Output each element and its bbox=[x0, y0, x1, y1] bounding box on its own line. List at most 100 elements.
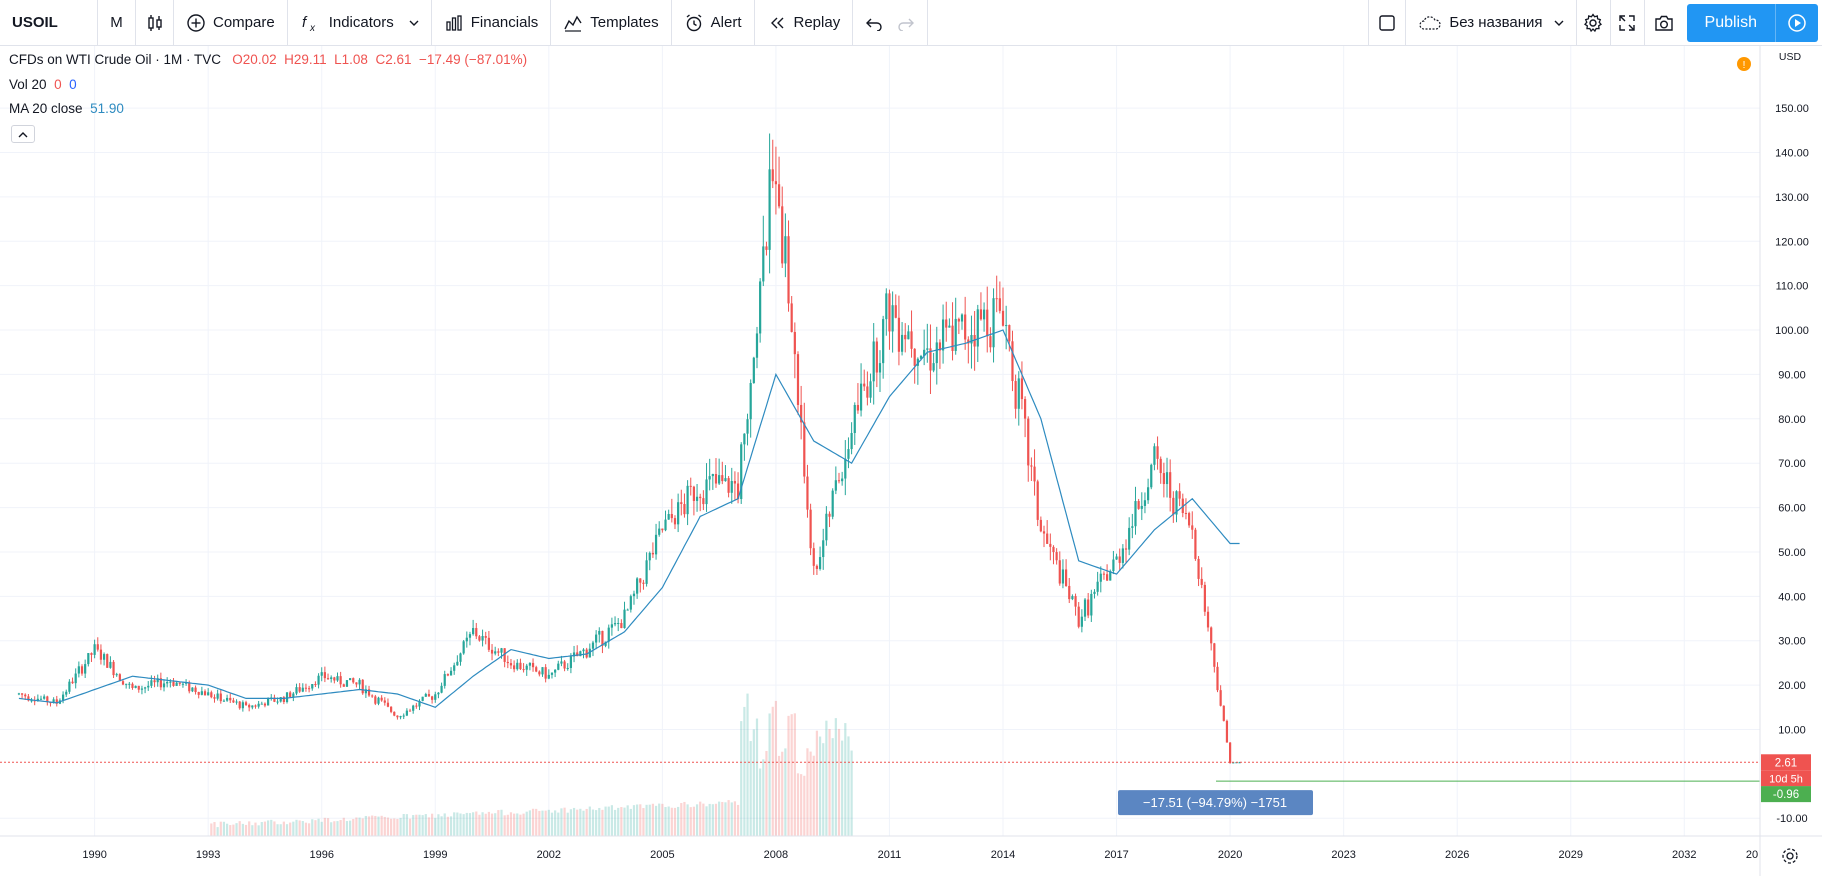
candle-body bbox=[528, 662, 531, 666]
volume-bar bbox=[260, 822, 263, 836]
volume-bar bbox=[595, 810, 598, 836]
candle-body bbox=[412, 705, 415, 711]
candle-body bbox=[1014, 381, 1017, 409]
ma-value: 51.90 bbox=[90, 101, 124, 116]
replay-label: Replay bbox=[793, 14, 841, 31]
camera-icon bbox=[1654, 14, 1674, 32]
undo-icon[interactable] bbox=[865, 15, 883, 31]
volume-bar bbox=[834, 718, 837, 836]
candle-body bbox=[248, 704, 251, 708]
legend-ma[interactable]: MA 20 close 51.90 bbox=[9, 101, 124, 116]
candle-body bbox=[1216, 666, 1219, 691]
volume-bar bbox=[733, 801, 737, 836]
templates-button[interactable]: Templates bbox=[551, 0, 672, 46]
snapshot-button[interactable] bbox=[1645, 0, 1683, 46]
candle-body bbox=[787, 236, 790, 304]
replay-button[interactable]: Replay bbox=[755, 0, 854, 46]
candle-body bbox=[90, 653, 93, 655]
candle-body bbox=[166, 682, 169, 684]
candle-body bbox=[828, 513, 831, 517]
settings-button[interactable] bbox=[1577, 0, 1611, 46]
candle-body bbox=[399, 716, 402, 718]
chart-type-button[interactable] bbox=[136, 0, 174, 46]
candle-body bbox=[273, 697, 276, 702]
layout-name-button[interactable]: Без названия bbox=[1406, 0, 1577, 46]
candle-body bbox=[229, 697, 232, 701]
candle-body bbox=[68, 681, 71, 692]
volume-bar bbox=[550, 812, 554, 836]
candle-body bbox=[55, 699, 58, 704]
legend-collapse-button[interactable] bbox=[11, 125, 35, 143]
volume-bar bbox=[781, 751, 784, 836]
volume-bar bbox=[336, 821, 339, 836]
volume-bar bbox=[219, 821, 222, 836]
candle-body bbox=[777, 184, 781, 207]
volume-bar bbox=[777, 755, 781, 836]
volume-bar bbox=[465, 812, 468, 836]
volume-bar bbox=[273, 821, 276, 836]
candle-body bbox=[812, 548, 815, 566]
candle-body bbox=[582, 649, 585, 652]
volume-bar bbox=[828, 728, 831, 836]
volume-bar bbox=[380, 815, 383, 836]
volume-bar bbox=[746, 693, 749, 836]
candle-body bbox=[503, 648, 506, 662]
financials-button[interactable]: Financials bbox=[432, 0, 552, 46]
fullscreen-toggle-button[interactable] bbox=[1368, 0, 1407, 46]
candle-body bbox=[304, 687, 308, 689]
candle-body bbox=[948, 325, 951, 328]
volume-bar bbox=[695, 804, 699, 836]
volume-bar bbox=[790, 714, 793, 836]
candle-body bbox=[472, 628, 475, 635]
symbol-search-button[interactable]: USOIL bbox=[0, 0, 98, 46]
candle-body bbox=[282, 697, 285, 702]
volume-bar bbox=[468, 813, 472, 836]
volume-bar bbox=[516, 813, 519, 836]
candle-body bbox=[181, 683, 185, 685]
volume-bar bbox=[560, 808, 563, 836]
candle-body bbox=[500, 648, 503, 653]
candle-body bbox=[604, 641, 607, 646]
candle-body bbox=[1112, 559, 1115, 572]
warning-icon bbox=[1737, 57, 1751, 71]
redo-icon[interactable] bbox=[897, 15, 915, 31]
candle-body bbox=[298, 687, 301, 692]
candle-body bbox=[569, 656, 572, 668]
volume-bar bbox=[844, 723, 847, 836]
candle-body bbox=[465, 637, 468, 642]
candle-body bbox=[1033, 466, 1036, 482]
price-tick-label: 80.00 bbox=[1778, 414, 1806, 426]
candle-body bbox=[695, 496, 699, 501]
interval-button[interactable]: M bbox=[98, 0, 136, 46]
candle-body bbox=[276, 701, 279, 703]
alert-button[interactable]: Alert bbox=[672, 0, 755, 46]
candle-body bbox=[1077, 606, 1080, 627]
volume-bar bbox=[349, 820, 352, 836]
chart-area[interactable]: −17.51 (−94.79%) −1751 150.00 140.00 130.0… bbox=[0, 46, 1822, 876]
candle-body bbox=[61, 694, 65, 701]
price-tick-label: 50.00 bbox=[1778, 547, 1806, 559]
volume-bar bbox=[664, 807, 667, 836]
candle-body bbox=[1169, 472, 1172, 498]
compare-button[interactable]: Compare bbox=[174, 0, 288, 46]
candle-body bbox=[345, 680, 349, 687]
candle-body bbox=[531, 662, 535, 668]
legend-title: CFDs on WTI Crude Oil · 1M · TVC bbox=[9, 52, 222, 67]
legend-volume[interactable]: Vol 20 0 0 bbox=[9, 77, 77, 92]
candle-body bbox=[1046, 533, 1049, 544]
candle-body bbox=[424, 694, 427, 697]
candle-body bbox=[216, 693, 219, 699]
play-button[interactable] bbox=[1775, 3, 1818, 42]
candle-body bbox=[137, 685, 140, 690]
publish-button[interactable]: Publish bbox=[1686, 3, 1775, 42]
candle-body bbox=[225, 697, 229, 701]
volume-bar bbox=[500, 809, 503, 836]
fullscreen-button[interactable] bbox=[1611, 0, 1645, 46]
candle-body bbox=[1206, 611, 1210, 628]
candle-body bbox=[973, 334, 976, 347]
candle-body bbox=[859, 383, 863, 411]
volume-bar bbox=[440, 816, 443, 836]
candle-body bbox=[459, 653, 462, 662]
chart-canvas[interactable]: −17.51 (−94.79%) −1751 150.00 140.00 130.0… bbox=[0, 46, 1822, 876]
